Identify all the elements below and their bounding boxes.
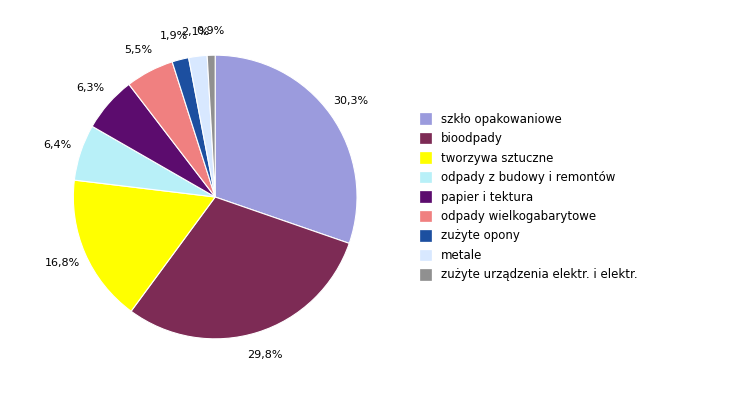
Wedge shape — [131, 197, 349, 339]
Legend: szkło opakowaniowe, bioodpady, tworzywa sztuczne, odpady z budowy i remontów, pa: szkło opakowaniowe, bioodpady, tworzywa … — [416, 109, 641, 285]
Text: 16,8%: 16,8% — [45, 258, 80, 268]
Wedge shape — [215, 55, 357, 243]
Wedge shape — [188, 56, 215, 197]
Text: 1,9%: 1,9% — [160, 31, 188, 41]
Wedge shape — [73, 180, 215, 311]
Wedge shape — [207, 55, 215, 197]
Text: 29,8%: 29,8% — [247, 350, 282, 361]
Text: 6,4%: 6,4% — [44, 140, 72, 150]
Wedge shape — [74, 126, 215, 197]
Text: 2,1%: 2,1% — [181, 27, 209, 37]
Wedge shape — [172, 58, 215, 197]
Text: 5,5%: 5,5% — [125, 45, 153, 55]
Wedge shape — [129, 62, 215, 197]
Wedge shape — [92, 84, 215, 197]
Text: 30,3%: 30,3% — [333, 96, 368, 106]
Text: 6,3%: 6,3% — [76, 83, 105, 93]
Text: 0,9%: 0,9% — [197, 26, 225, 36]
